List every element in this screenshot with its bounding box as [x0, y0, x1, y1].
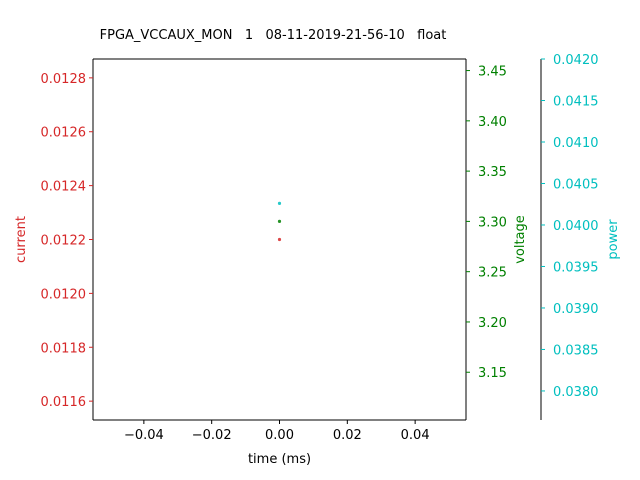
y-tick-label-power: 0.0380 — [553, 385, 599, 400]
y-tick-label-current: 0.0128 — [41, 72, 87, 87]
data-point-current — [277, 237, 282, 242]
x-tick-label: −0.04 — [124, 428, 164, 443]
y-axis-label-power: power — [606, 219, 621, 260]
y-tick-label-voltage: 3.45 — [478, 65, 507, 80]
y-tick-label-power: 0.0390 — [553, 302, 599, 317]
x-axis-label: time (ms) — [248, 452, 311, 467]
y-tick-label-power: 0.0405 — [553, 177, 599, 192]
y-tick-label-power: 0.0415 — [553, 94, 599, 109]
y-axis-label-current: current — [14, 216, 29, 263]
y-tick-label-voltage: 3.20 — [478, 316, 507, 331]
y-tick-label-current: 0.0122 — [41, 234, 87, 249]
y-tick-label-voltage: 3.25 — [478, 266, 507, 281]
data-point-power — [277, 201, 282, 205]
x-tick-label: 0.00 — [265, 428, 294, 443]
y-tick-label-current: 0.0126 — [41, 126, 87, 141]
y-tick-label-current: 0.0116 — [41, 395, 87, 410]
x-tick-label: 0.02 — [333, 428, 362, 443]
y-tick-label-power: 0.0395 — [553, 260, 599, 275]
y-tick-label-current: 0.0118 — [41, 341, 87, 356]
y-tick-label-power: 0.0400 — [553, 219, 599, 234]
y-axis-label-voltage: voltage — [513, 215, 528, 264]
x-tick-label: 0.04 — [401, 428, 430, 443]
chart-title: FPGA_VCCAUX_MON 1 08-11-2019-21-56-10 fl… — [100, 28, 447, 43]
y-tick-label-current: 0.0120 — [41, 287, 87, 302]
y-tick-label-current: 0.0124 — [41, 180, 87, 195]
y-tick-label-power: 0.0420 — [553, 53, 599, 68]
x-tick-label: −0.02 — [192, 428, 232, 443]
y-tick-label-voltage: 3.40 — [478, 115, 507, 130]
plot-area: −0.04 −0.02 0.00 0.02 0.04 time (ms) 0.0116 0.0… — [14, 53, 621, 467]
y-tick-label-power: 0.0385 — [553, 343, 599, 358]
y-tick-label-voltage: 3.30 — [478, 215, 507, 230]
data-point-voltage — [277, 219, 282, 223]
y-tick-label-power: 0.0410 — [553, 136, 599, 151]
y-tick-label-voltage: 3.15 — [478, 366, 507, 381]
y-tick-label-voltage: 3.35 — [478, 165, 507, 180]
